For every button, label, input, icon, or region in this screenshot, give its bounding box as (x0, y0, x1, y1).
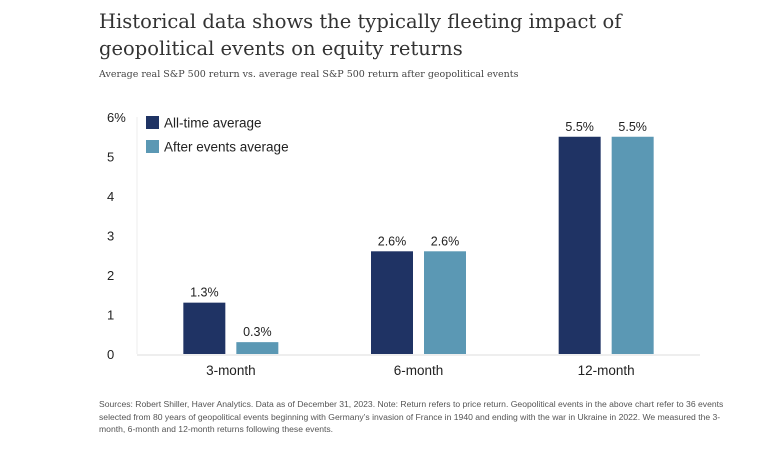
data-label: 2.6% (431, 234, 460, 248)
x-tick-label: 3-month (206, 363, 256, 378)
bar-all-time (371, 251, 413, 354)
chart-title: Historical data shows the typically flee… (99, 10, 622, 60)
y-tick-label: 2 (107, 268, 114, 283)
y-tick-label: 1 (107, 308, 114, 323)
y-tick-label: 5 (107, 150, 114, 165)
bar-after-events (236, 342, 279, 354)
source-note: Sources: Robert Shiller, Haver Analytics… (99, 399, 724, 434)
y-tick-label: 6% (107, 110, 126, 125)
legend-label: All-time average (164, 116, 262, 131)
x-tick-label: 12-month (578, 363, 635, 378)
bar-all-time (183, 302, 226, 354)
legend-label: After events average (164, 140, 289, 155)
y-tick-label: 4 (107, 189, 114, 204)
data-label: 5.5% (565, 120, 594, 134)
data-label: 2.6% (378, 234, 407, 248)
legend-swatch (146, 116, 159, 129)
x-tick-label: 6-month (394, 363, 444, 378)
chart-subtitle: Average real S&P 500 return vs. average … (99, 69, 519, 80)
bar-after-events (424, 251, 466, 354)
y-tick-label: 0 (107, 347, 114, 362)
data-label: 5.5% (618, 120, 647, 134)
y-tick-label: 3 (107, 229, 114, 244)
data-label: 0.3% (243, 325, 272, 339)
legend-swatch (146, 140, 159, 153)
bar-all-time (558, 136, 601, 354)
data-label: 1.3% (190, 286, 219, 300)
bar-after-events (611, 136, 654, 354)
